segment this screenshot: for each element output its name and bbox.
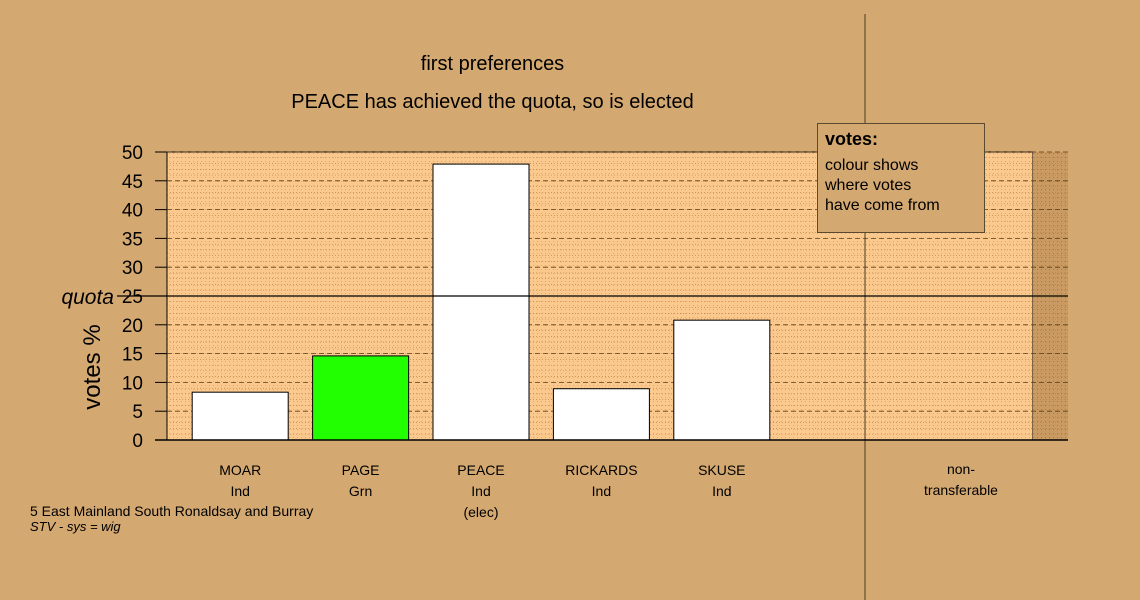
candidate-party: Grn bbox=[349, 483, 372, 499]
candidate-party: Ind bbox=[712, 483, 731, 499]
y-tick-label: 50 bbox=[122, 143, 143, 164]
candidate-party: Ind bbox=[592, 483, 611, 499]
y-tick-label: 35 bbox=[122, 229, 143, 250]
candidate-name: SKUSE bbox=[698, 462, 745, 478]
candidate-name: MOAR bbox=[219, 462, 261, 478]
legend-line: colour shows bbox=[825, 157, 919, 174]
bars bbox=[191, 163, 771, 441]
y-tick-label: 40 bbox=[122, 201, 143, 222]
system-label: STV - sys = wig bbox=[30, 519, 121, 534]
candidate-party: Ind bbox=[230, 483, 249, 499]
y-axis-label: votes % bbox=[79, 324, 106, 409]
candidate-name: PEACE bbox=[457, 462, 504, 478]
candidate-note: (elec) bbox=[463, 504, 498, 520]
y-axis: 0 5 10 15 20 25 30 35 40 45 50 bbox=[122, 143, 167, 452]
nontransferable-label: transferable bbox=[924, 482, 998, 498]
candidate-party: Ind bbox=[471, 483, 490, 499]
bar-skuse bbox=[673, 319, 771, 441]
y-tick-label: 15 bbox=[122, 345, 143, 366]
legend-line: where votes bbox=[825, 177, 912, 194]
bar-rickards bbox=[552, 388, 650, 441]
chart-subtitle: PEACE has achieved the quota, so is elec… bbox=[291, 91, 694, 113]
y-tick-label: 20 bbox=[122, 316, 143, 337]
quota-label: quota bbox=[61, 286, 114, 309]
y-tick-label: 25 bbox=[122, 287, 143, 308]
y-tick-label: 0 bbox=[132, 431, 143, 452]
candidate-name: PAGE bbox=[342, 462, 380, 478]
legend: votes: colour shows where votes have com… bbox=[817, 123, 985, 233]
y-tick-label: 30 bbox=[122, 258, 143, 279]
legend-title: votes: bbox=[825, 129, 879, 149]
y-tick-label: 5 bbox=[132, 402, 143, 423]
chart-title: first preferences bbox=[420, 53, 565, 75]
x-axis-labels: MOAR Ind PAGE Grn PEACE Ind (elec) RICKARDS Ind S… bbox=[219, 461, 998, 520]
constituency-label: 5 East Mainland South Ronaldsay and Burr… bbox=[30, 503, 314, 519]
legend-line: have come from bbox=[825, 197, 940, 214]
candidate-name: RICKARDS bbox=[565, 462, 637, 478]
bar-moar bbox=[191, 391, 289, 441]
bar-peace bbox=[432, 163, 530, 441]
nontransferable-label: non- bbox=[947, 461, 975, 477]
y-tick-label: 45 bbox=[122, 172, 143, 193]
y-tick-label: 10 bbox=[122, 373, 143, 394]
bar-page bbox=[312, 355, 410, 441]
